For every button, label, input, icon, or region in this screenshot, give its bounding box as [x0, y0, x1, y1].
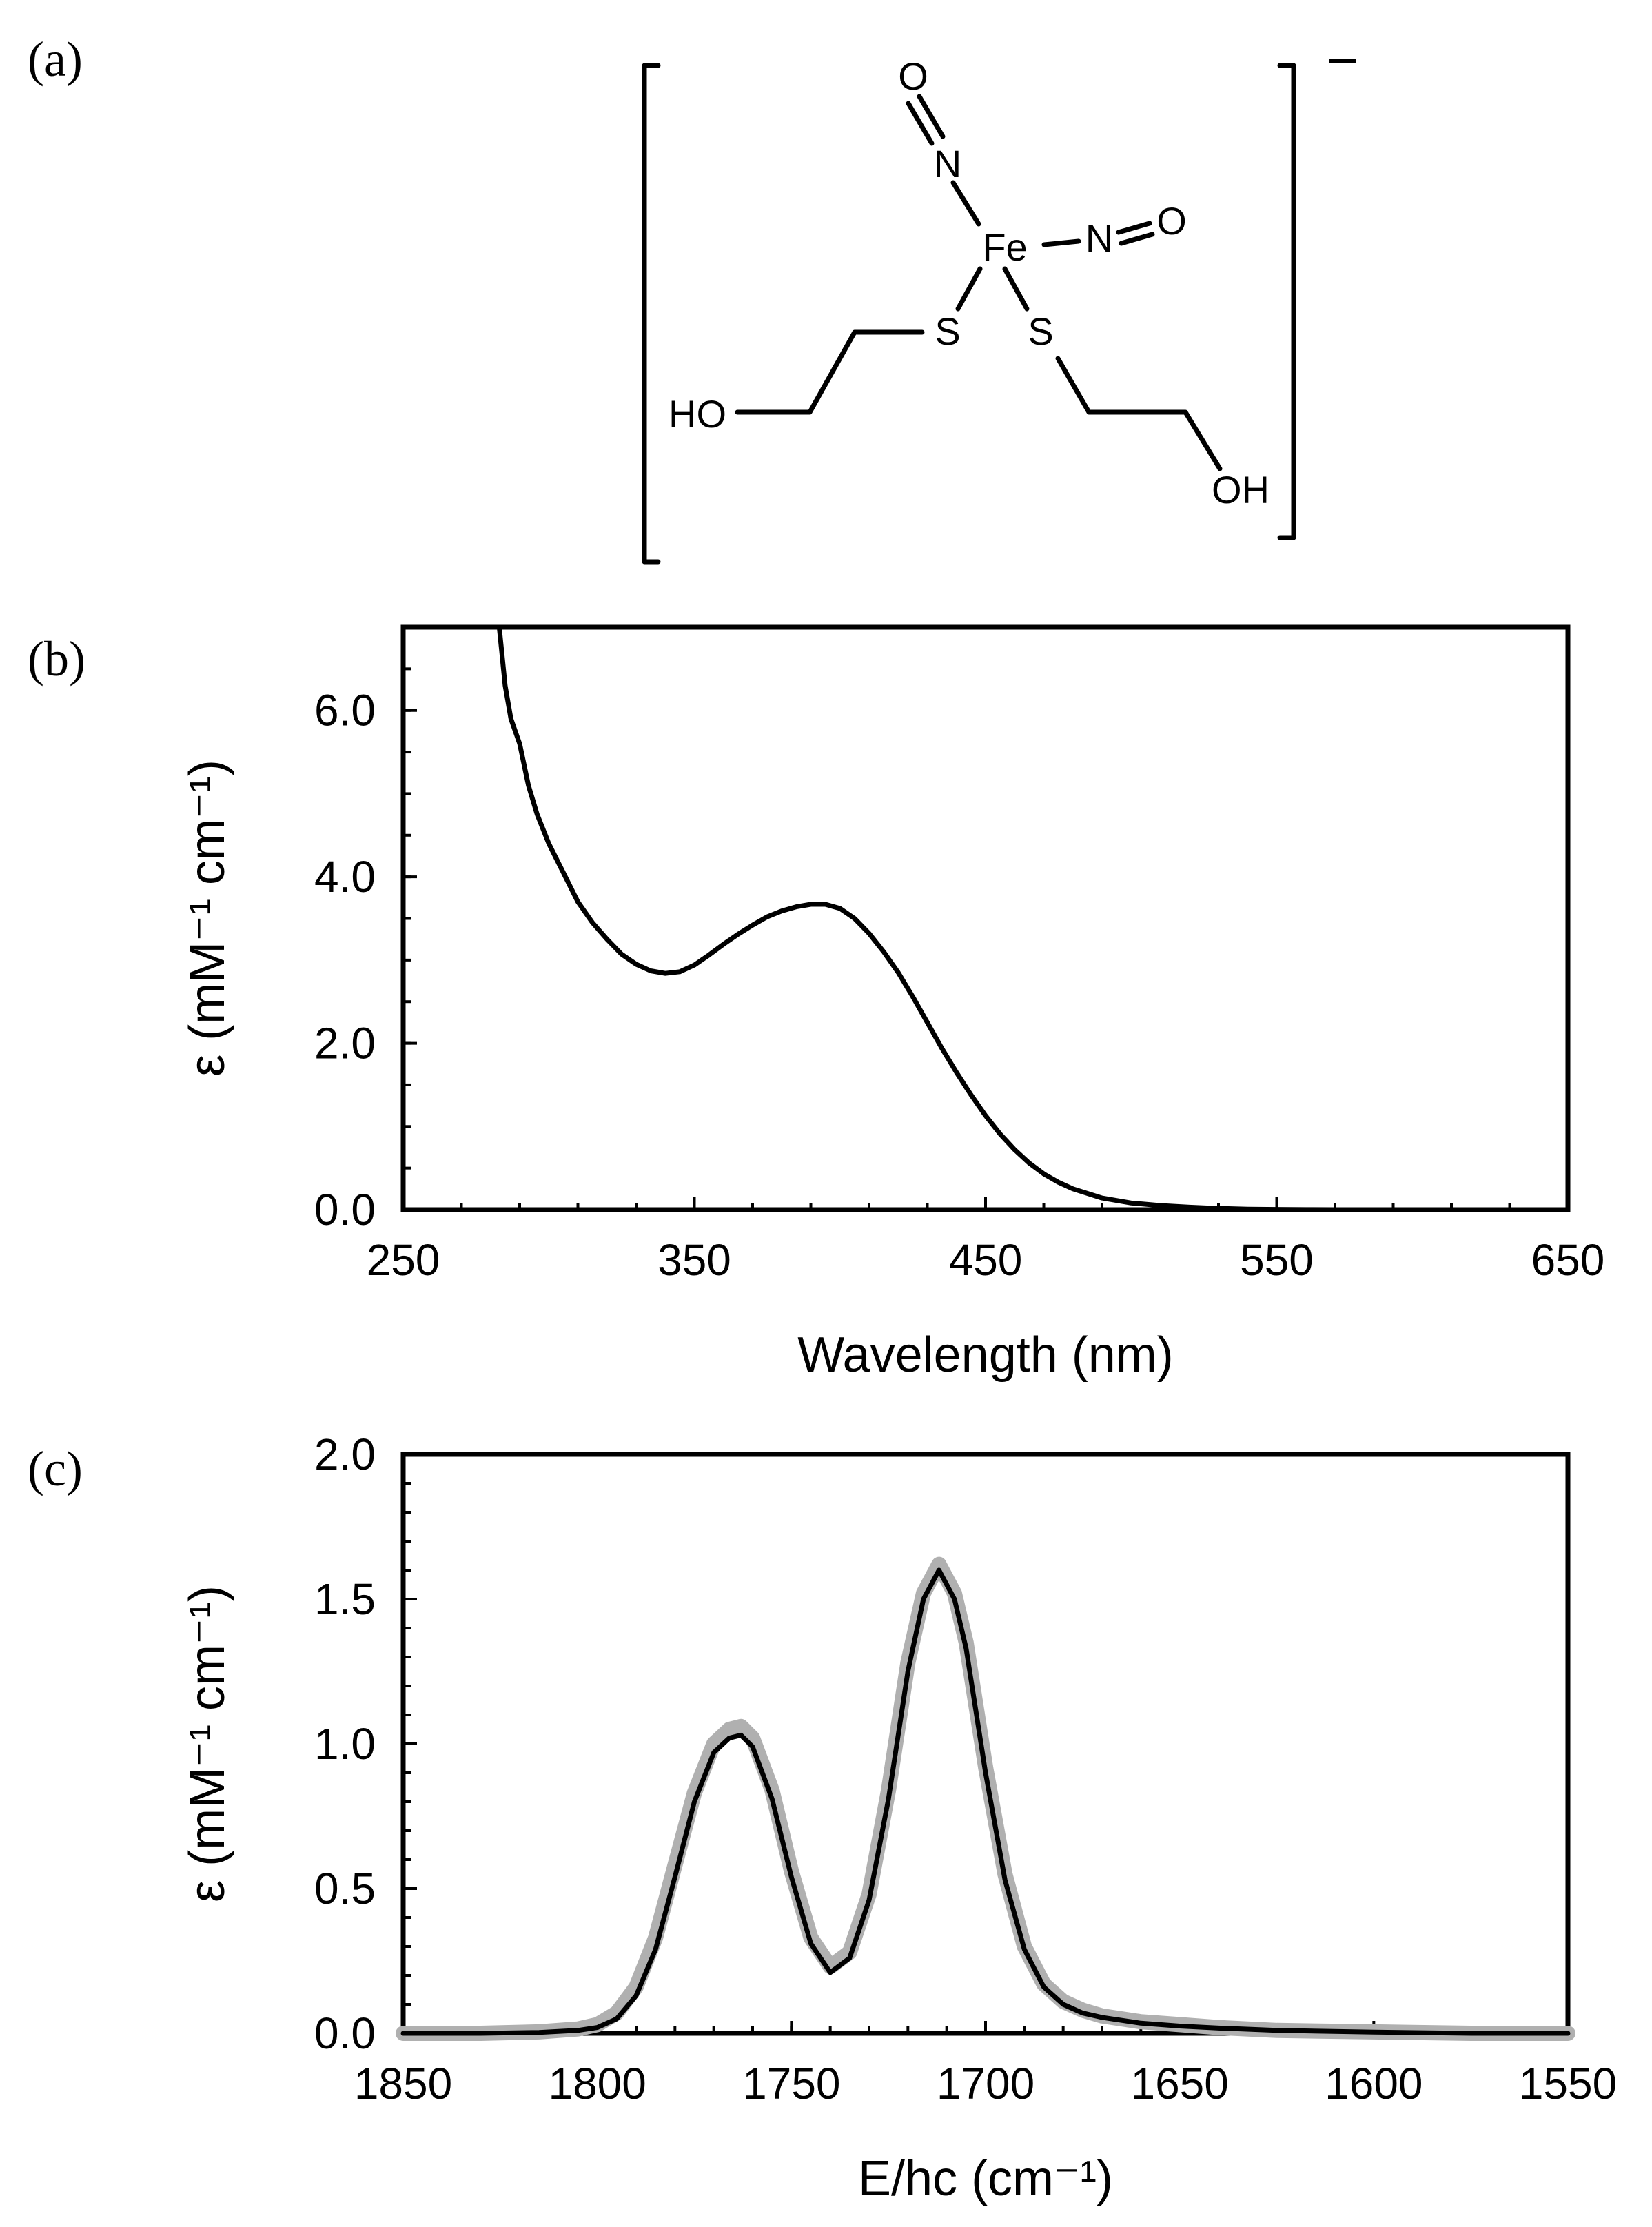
complex-charge: −: [1327, 30, 1359, 91]
uv-vis-tick-labels: 250 350 450 550 650 0.0 2.0 4.0 6.0: [314, 686, 1604, 1285]
bond-n-fe-top: [950, 180, 981, 227]
x-tick-label: 1600: [1325, 2059, 1422, 2108]
x-tick-label: 1550: [1519, 2059, 1617, 2108]
atom-s-right: S: [1028, 309, 1053, 353]
ir-series: [396, 1556, 1575, 2041]
bond-fe-s-right: [1002, 266, 1030, 312]
x-tick-label: 550: [1240, 1235, 1314, 1285]
left-bracket: [642, 63, 661, 565]
ir-y-axis-title: ε (mM⁻¹ cm⁻¹): [180, 1585, 235, 1902]
double-bond-n-o-right-b: [1119, 232, 1155, 246]
molecule-structure: − O N Fe N O S S HO OH: [642, 30, 1359, 565]
bond-fe-s-left: [955, 266, 983, 312]
panel-label-b: (b): [28, 631, 85, 687]
bond-fe-n-right: [1041, 238, 1081, 247]
uv-vis-chart: 250 350 450 550 650 0.0 2.0 4.0 6.0 Wavelength (…: [180, 624, 1604, 1383]
uv-vis-series: [496, 624, 1338, 1212]
atom-ho-left: HO: [669, 392, 726, 436]
x-tick-label: 1700: [937, 2059, 1034, 2108]
ir-chart: 1850 1800 1750 1700 1650 1600 1550 0.0 0.5 1.0 1.5…: [180, 1430, 1617, 2206]
series-line-UV-vis: [496, 624, 1338, 1212]
atom-o-top: O: [898, 54, 928, 98]
atom-oh-right: OH: [1212, 468, 1269, 511]
atom-s-left: S: [935, 309, 960, 353]
uv-vis-ticks: [402, 626, 1569, 1211]
y-tick-label: 0.5: [314, 1864, 376, 1913]
x-tick-label: 250: [367, 1235, 440, 1285]
atom-n-top: N: [934, 142, 961, 185]
chain-right: [1055, 356, 1223, 471]
panel-label-c: (c): [28, 1441, 83, 1496]
panel-label-a: (a): [28, 32, 83, 87]
double-bond-o-n-top-b: [917, 94, 946, 139]
x-tick-label: 1800: [548, 2059, 646, 2108]
series-line-fit: [396, 1556, 1575, 2041]
atom-o-right: O: [1156, 199, 1187, 243]
right-bracket: [1277, 63, 1296, 540]
uv-vis-x-axis-title: Wavelength (nm): [797, 1328, 1174, 1383]
uv-vis-plot-frame: [400, 624, 1571, 1212]
x-tick-label: 1850: [354, 2059, 452, 2108]
series-line-measured: [400, 1567, 1571, 2036]
x-tick-label: 1650: [1130, 2059, 1228, 2108]
double-bond-o-n-top-a: [906, 101, 935, 146]
chain-left: [735, 329, 925, 415]
atom-n-right: N: [1085, 216, 1113, 260]
y-tick-label: 2.0: [314, 1019, 376, 1068]
ir-tick-labels: 1850 1800 1750 1700 1650 1600 1550 0.0 0.5 1.0 1.5…: [314, 1430, 1617, 2108]
x-tick-label: 350: [657, 1235, 731, 1285]
y-tick-label: 0.0: [314, 1185, 376, 1234]
y-tick-label: 2.0: [314, 1430, 376, 1479]
x-tick-label: 450: [949, 1235, 1023, 1285]
x-tick-label: 650: [1531, 1235, 1605, 1285]
uv-vis-y-axis-title: ε (mM⁻¹ cm⁻¹): [180, 760, 235, 1077]
y-tick-label: 1.0: [314, 1719, 376, 1769]
double-bond-n-o-right-a: [1116, 221, 1152, 235]
x-tick-label: 1750: [742, 2059, 840, 2108]
y-tick-label: 4.0: [314, 852, 376, 902]
y-tick-label: 6.0: [314, 686, 376, 735]
ir-x-axis-title: E/hc (cm⁻¹): [858, 2151, 1113, 2206]
y-tick-label: 1.5: [314, 1574, 376, 1624]
atom-fe: Fe: [982, 225, 1027, 269]
y-tick-label: 0.0: [314, 2009, 376, 2058]
